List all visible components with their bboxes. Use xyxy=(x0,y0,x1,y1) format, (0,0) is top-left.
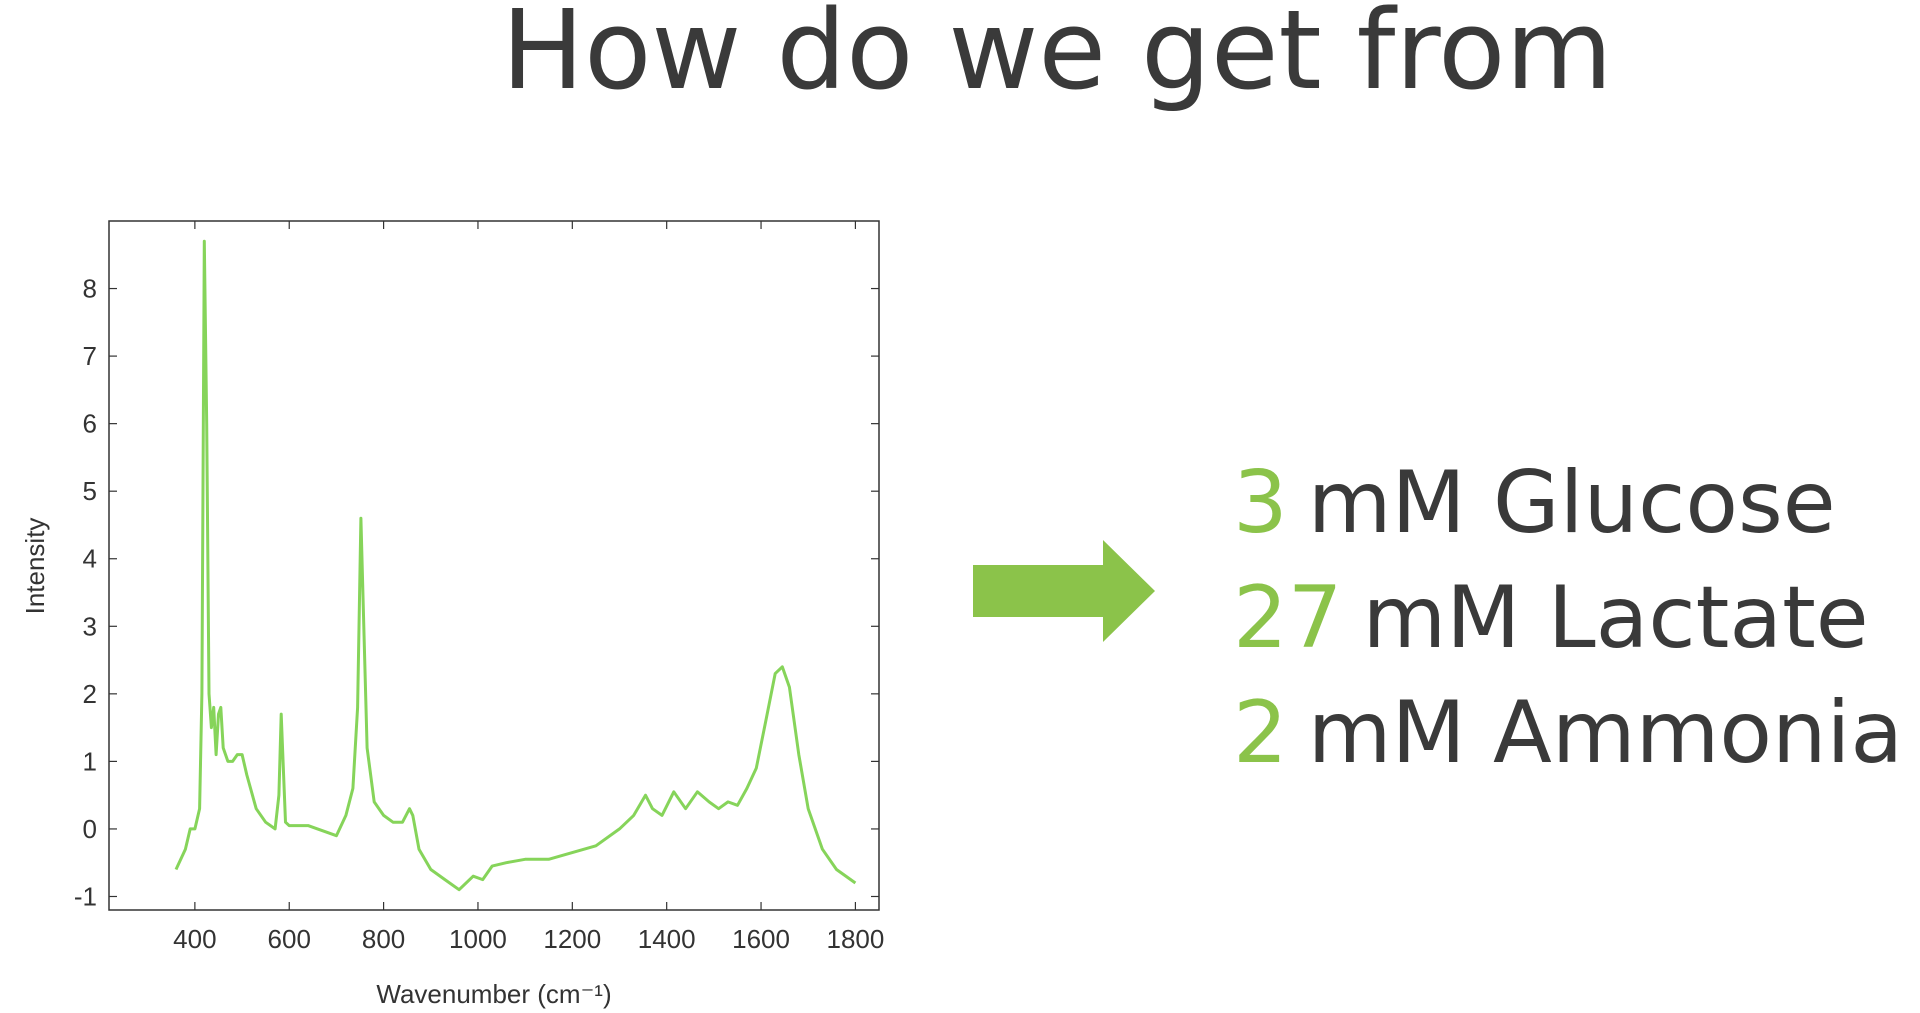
x-tick-label: 1600 xyxy=(732,924,790,954)
x-tick-label: 400 xyxy=(173,924,216,954)
x-tick-label: 600 xyxy=(268,924,311,954)
y-tick-label: -1 xyxy=(74,881,97,911)
result-label: mM Glucose xyxy=(1308,453,1836,553)
x-tick-label: 1400 xyxy=(638,924,696,954)
result-label: mM Ammonia xyxy=(1308,683,1903,783)
result-amount: 27 xyxy=(1233,568,1342,668)
result-amount: 2 xyxy=(1233,683,1288,783)
x-axis-label: Wavenumber (cm⁻¹) xyxy=(376,979,611,1009)
x-tick-label: 1800 xyxy=(826,924,884,954)
y-tick-label: 5 xyxy=(83,476,97,506)
y-tick-label: 8 xyxy=(83,274,97,304)
results: 3 mM Glucose 27 mM Lactate 2 mM Ammonia xyxy=(1233,453,1903,783)
x-tick-label: 1200 xyxy=(543,924,601,954)
result-amount: 3 xyxy=(1233,453,1288,553)
result-line: 27 mM Lactate xyxy=(1233,568,1869,668)
arrow xyxy=(973,540,1155,642)
y-tick-label: 4 xyxy=(83,544,97,574)
slide-title: How do we get from xyxy=(501,0,1612,114)
y-tick-label: 3 xyxy=(83,611,97,641)
x-tick-label: 1000 xyxy=(449,924,507,954)
plot-frame xyxy=(108,220,880,911)
y-tick-label: 0 xyxy=(83,814,97,844)
result-label: mM Lactate xyxy=(1362,568,1868,668)
y-tick-label: 6 xyxy=(83,409,97,439)
x-tick-label: 800 xyxy=(362,924,405,954)
y-axis-label: Intensity xyxy=(20,518,50,615)
result-line: 3 mM Glucose xyxy=(1233,453,1836,553)
y-tick-label: 2 xyxy=(83,679,97,709)
result-line: 2 mM Ammonia xyxy=(1233,683,1903,783)
spectrum-line xyxy=(174,239,857,892)
y-tick-label: 7 xyxy=(83,341,97,371)
y-tick-label: 1 xyxy=(83,746,97,776)
